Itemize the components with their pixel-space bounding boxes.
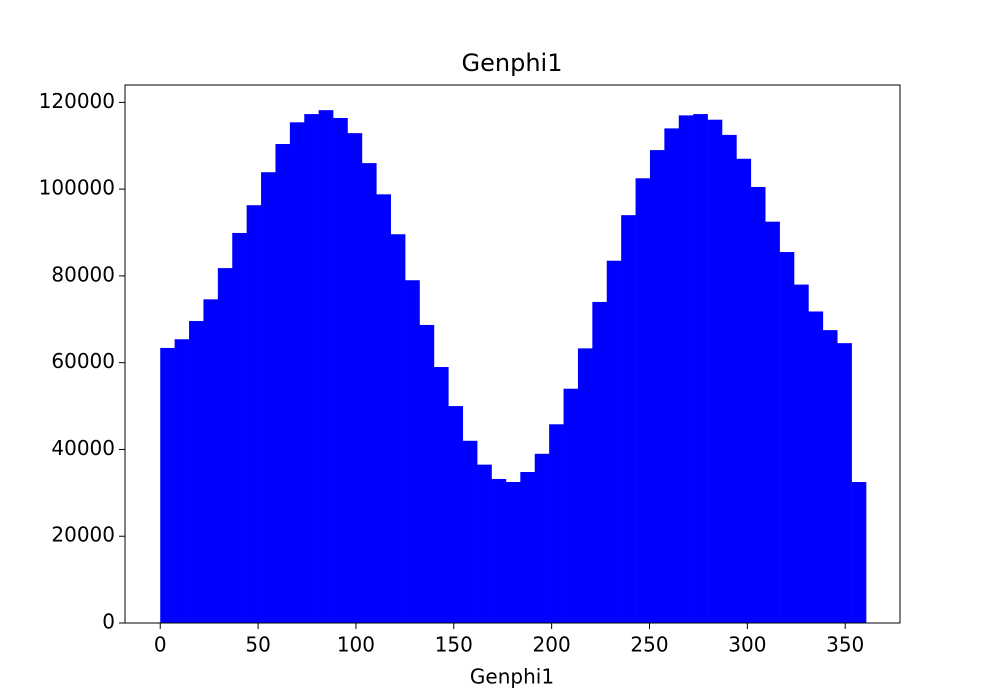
- histogram-bar: [534, 453, 550, 623]
- histogram-bar: [822, 330, 838, 623]
- histogram-bar: [707, 119, 723, 623]
- histogram-bar: [750, 186, 766, 624]
- histogram-bar: [462, 440, 478, 623]
- histogram-bar: [347, 133, 363, 624]
- histogram-bar: [376, 194, 391, 623]
- histogram-bar: [794, 284, 809, 623]
- histogram-bar: [664, 128, 680, 624]
- plot-frame: [124, 84, 901, 624]
- histogram-bar: [174, 339, 190, 623]
- x-tick-label: 300: [728, 633, 766, 657]
- histogram-bar: [549, 424, 564, 623]
- histogram-bar: [189, 321, 204, 623]
- histogram-bar: [837, 343, 852, 623]
- histogram-bar: [232, 232, 247, 623]
- histogram-bar: [693, 114, 708, 624]
- x-axis-label: Genphi1: [470, 665, 554, 689]
- y-tick-label: 20000: [51, 523, 115, 547]
- histogram-bar: [678, 115, 694, 623]
- histogram-bar: [635, 178, 651, 623]
- chart-title: Genphi1: [462, 49, 563, 77]
- histogram-bar: [275, 144, 291, 623]
- x-tick-label: 0: [154, 633, 167, 657]
- histogram-bar: [289, 122, 305, 624]
- histogram-bar: [333, 117, 348, 624]
- histogram-bar: [721, 134, 737, 624]
- histogram-bar: [318, 110, 334, 624]
- histogram-bar: [606, 260, 622, 623]
- histogram-bar: [448, 406, 464, 623]
- histogram-bar: [808, 311, 824, 623]
- histogram-bar: [505, 481, 521, 623]
- y-tick-label: 60000: [51, 349, 115, 373]
- x-tick-label: 50: [245, 633, 270, 657]
- histogram-bar: [477, 464, 492, 623]
- x-tick-label: 250: [630, 633, 668, 657]
- histogram-bar: [361, 163, 377, 623]
- histogram-bar: [736, 158, 752, 624]
- histogram-bar: [765, 221, 780, 623]
- histogram-bar: [851, 481, 867, 623]
- x-tick-label: 350: [826, 633, 864, 657]
- y-tick-label: 0: [102, 610, 115, 634]
- histogram-bar: [246, 205, 262, 623]
- x-tick-label: 200: [533, 633, 571, 657]
- x-tick-label: 100: [337, 633, 375, 657]
- histogram-bar: [577, 348, 593, 623]
- histogram-bar: [491, 478, 507, 623]
- histogram-bar: [203, 299, 219, 623]
- histogram-bar: [563, 388, 579, 623]
- y-tick-label: 120000: [39, 89, 115, 113]
- y-tick-label: 80000: [51, 262, 115, 286]
- histogram-bar: [621, 215, 636, 623]
- histogram-bar: [592, 301, 608, 623]
- histogram-bar: [217, 268, 233, 623]
- histogram-bar: [433, 367, 449, 623]
- y-tick-label: 40000: [51, 436, 115, 460]
- histogram-bar: [649, 150, 665, 624]
- histogram-bar: [160, 347, 175, 623]
- y-tick-label: 100000: [39, 176, 115, 200]
- x-tick-label: 150: [435, 633, 473, 657]
- histogram-bar: [390, 234, 406, 623]
- histogram-bar: [419, 324, 435, 623]
- histogram-bar: [779, 252, 795, 623]
- histogram-bar: [261, 172, 276, 623]
- histogram-bar: [304, 114, 319, 624]
- histogram-bar: [520, 472, 536, 623]
- histogram-bar: [405, 280, 420, 623]
